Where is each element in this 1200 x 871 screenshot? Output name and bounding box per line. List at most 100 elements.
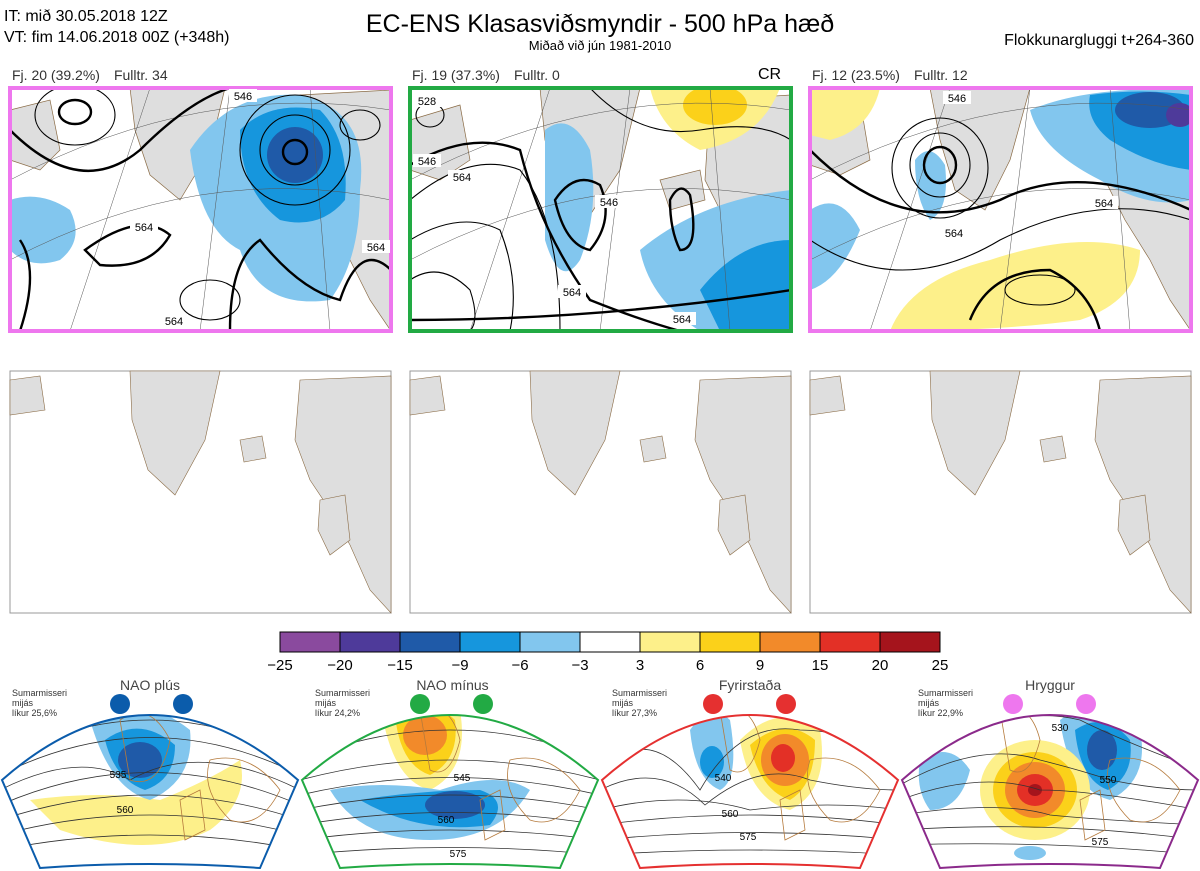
background-map-1	[9, 370, 392, 614]
height-contours-major	[810, 145, 1191, 331]
contour-label: 546	[948, 93, 966, 105]
contour-label: 546	[234, 91, 252, 103]
height-contours-major	[10, 88, 391, 331]
colorbar-swatch	[339, 631, 401, 653]
height-contours	[810, 117, 1191, 306]
regime-marker	[410, 694, 430, 714]
regime-info-2: Sumarmisseri mijás líkur 24,2%	[315, 688, 370, 718]
regime-marker	[473, 694, 493, 714]
panel-label-2: Fj. 19 (37.3%) Fulltr. 0	[412, 67, 560, 83]
scope-label: mijás	[12, 698, 34, 708]
anomaly-negative-strong	[700, 240, 791, 331]
cluster-map-2	[410, 88, 791, 331]
regime-marker	[173, 694, 193, 714]
cluster-map-3	[810, 88, 1191, 331]
season-label: Sumarmisseri	[612, 688, 668, 698]
regime-contour-labels: 535 560 545 560 575 540 560 575 530 550 …	[110, 723, 1117, 860]
regime-border	[600, 714, 900, 870]
contour-label: 575	[450, 849, 467, 860]
control-run-tag: CR	[758, 66, 782, 83]
contour-label: 564	[945, 228, 963, 240]
regime-info-3: Sumarmisseri mijás líkur 27,3%	[612, 688, 667, 718]
probability-label: líkur 24,2%	[315, 708, 361, 718]
colorbar-swatch	[879, 631, 941, 653]
contour-label: 564	[563, 287, 581, 299]
regime-title: Hryggur	[1025, 677, 1075, 693]
contour-label: 575	[740, 832, 757, 843]
season-label: Sumarmisseri	[918, 688, 974, 698]
representative-member: Fulltr. 0	[513, 67, 560, 83]
anomaly-negative-core	[267, 127, 323, 183]
colorbar-tick-label: 3	[636, 657, 644, 674]
contour-label: 530	[1052, 723, 1069, 734]
contour-label: 528	[418, 96, 436, 108]
run-info: IT: mið 30.05.2018 12Z VT: fim 14.06.201…	[4, 6, 229, 48]
climate-reference: Miðað við jún 1981-2010	[528, 38, 672, 53]
season-label: Sumarmisseri	[315, 688, 371, 698]
colorbar-swatch	[579, 631, 641, 653]
colorbar-swatch	[459, 631, 521, 653]
probability-label: líkur 25,6%	[12, 708, 58, 718]
panel-label-1: Fj. 20 (39.2%) Fulltr. 34	[12, 67, 168, 83]
cluster-map-1	[10, 88, 391, 331]
scope-label: mijás	[612, 698, 634, 708]
cluster-count: Fj. 19 (37.3%)	[412, 67, 500, 83]
graticule	[10, 88, 391, 331]
classification-window: Flokkunargluggi t+264-360	[1004, 32, 1194, 49]
contour-label: 564	[1095, 198, 1113, 210]
anomaly-colorbar: −25 −20 −15 −9 −6 −3 3 6 9 15 20 25	[267, 631, 948, 674]
colorbar-tick-label: −20	[327, 657, 352, 674]
colorbar-swatch	[519, 631, 581, 653]
regime-marker	[110, 694, 130, 714]
contour-label: 564	[367, 242, 385, 254]
regime-border	[0, 714, 300, 870]
regime-title: Fyrirstaða	[718, 677, 782, 693]
representative-member: Fulltr. 34	[113, 67, 168, 83]
background-map-2	[409, 370, 792, 614]
scope-label: mijás	[918, 698, 940, 708]
contour-label: 560	[438, 815, 455, 826]
page-title: EC-ENS Klasasviðsmyndir - 500 hPa hæð	[365, 10, 835, 38]
contour-label: 564	[453, 172, 471, 184]
anomaly-positive	[810, 88, 1140, 331]
scope-label: mijás	[315, 698, 337, 708]
anomaly-positive-strong	[683, 88, 747, 125]
cluster-border-3	[808, 86, 1193, 333]
contour-label: 560	[117, 805, 134, 816]
representative-member: Fulltr. 12	[913, 67, 968, 83]
colorbar-tick-label: 15	[812, 657, 829, 674]
colorbar-tick-label: 20	[872, 657, 889, 674]
contour-label: 546	[600, 197, 618, 209]
contour-label: 546	[418, 156, 436, 168]
contour-label: 564	[165, 316, 183, 328]
contour-labels: 546 564 564 564 528 546 564 546 564 564 …	[130, 89, 1118, 328]
probability-label: líkur 27,3%	[612, 708, 658, 718]
regime-title: NAO plús	[120, 677, 180, 693]
init-time: IT: mið 30.05.2018 12Z	[4, 8, 168, 25]
height-contours-major	[410, 141, 791, 331]
regime-border	[300, 714, 600, 870]
colorbar-tick-label: 9	[756, 657, 764, 674]
contour-label: 550	[1100, 775, 1117, 786]
regime-marker	[1076, 694, 1096, 714]
contour-label: 540	[715, 773, 732, 784]
regime-info-1: Sumarmisseri mijás líkur 25,6%	[12, 688, 67, 718]
panel-label-3: Fj. 12 (23.5%) Fulltr. 12	[812, 67, 968, 83]
colorbar-tick-label: 6	[696, 657, 704, 674]
colorbar-tick-label: −15	[387, 657, 412, 674]
season-label: Sumarmisseri	[12, 688, 68, 698]
valid-time: VT: fim 14.06.2018 00Z (+348h)	[4, 29, 230, 46]
contour-label: 564	[673, 314, 691, 326]
contour-label: 560	[722, 809, 739, 820]
cluster-border-2	[408, 86, 793, 333]
regime-map-nao-plus	[2, 715, 298, 868]
cluster-count: Fj. 12 (23.5%)	[812, 67, 900, 83]
colorbar-swatch	[699, 631, 761, 653]
contour-label: 545	[454, 773, 471, 784]
regime-title: NAO mínus	[416, 677, 489, 693]
height-contours	[34, 88, 381, 321]
colorbar-swatch	[399, 631, 461, 653]
colorbar-swatch	[639, 631, 701, 653]
contour-label: 564	[135, 222, 153, 234]
